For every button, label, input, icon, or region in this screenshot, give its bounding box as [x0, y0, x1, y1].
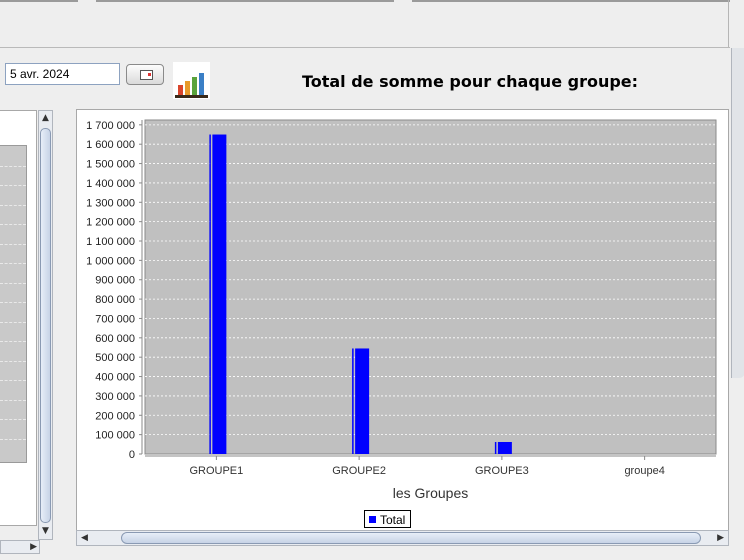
table-vertical-scrollbar[interactable]: ▲ ▼: [38, 110, 53, 540]
tab-edge-middle: [96, 0, 394, 2]
date-field[interactable]: 5 avr. 2024: [5, 63, 120, 85]
y-tick-label: 1 000 000: [86, 255, 135, 267]
y-tick-label: 900 000: [95, 275, 135, 287]
y-tick-label: 100 000: [95, 430, 135, 442]
outer-scrollbar[interactable]: [731, 48, 744, 378]
bar-edge: [494, 441, 497, 454]
table-horizontal-scrollbar[interactable]: ▶: [0, 540, 40, 554]
y-tick-label: 200 000: [95, 410, 135, 422]
y-tick-label: 0: [129, 449, 135, 461]
bar-edge: [209, 134, 211, 455]
plot-area: [144, 119, 717, 455]
table-row[interactable]: [0, 380, 26, 381]
scroll-left-arrow[interactable]: ◀: [81, 533, 88, 543]
table-row[interactable]: [0, 282, 26, 284]
y-tick-label: 400 000: [95, 372, 135, 384]
chart-scroll-thumb[interactable]: [121, 532, 701, 544]
separator: [0, 47, 730, 48]
y-tick-label: 300 000: [95, 391, 135, 403]
scroll-thumb[interactable]: [40, 128, 51, 523]
y-tick-label: 800 000: [95, 294, 135, 306]
x-tick-label: groupe4: [624, 465, 664, 477]
table-row[interactable]: [0, 419, 26, 420]
y-tick-label: 1 700 000: [86, 120, 135, 132]
show-chart-button[interactable]: [173, 62, 210, 99]
y-tick-label: 600 000: [95, 333, 135, 345]
y-tick-label: 700 000: [95, 313, 135, 325]
tab-edge-left: [0, 0, 78, 2]
table-row[interactable]: [0, 438, 26, 440]
table-row[interactable]: [0, 224, 26, 225]
chart-horizontal-scrollbar[interactable]: ◀ ▶: [76, 530, 729, 546]
table-row[interactable]: [0, 243, 26, 245]
x-tick-label: GROUPE1: [189, 465, 243, 477]
scroll-right-arrow[interactable]: ▶: [30, 542, 37, 552]
table-row[interactable]: [0, 302, 26, 303]
y-tick-label: 1 400 000: [86, 178, 135, 190]
table-row[interactable]: [0, 399, 26, 401]
table-row[interactable]: [0, 360, 26, 362]
legend-swatch: [369, 516, 376, 523]
y-tick-label: 1 500 000: [86, 159, 135, 171]
y-tick-label: 1 600 000: [86, 139, 135, 151]
table-row[interactable]: [0, 204, 26, 206]
bar-groupe1[interactable]: [212, 134, 227, 455]
table-row[interactable]: [0, 185, 26, 186]
y-tick-label: 1 200 000: [86, 217, 135, 229]
chart-title: Total de somme pour chaque groupe:: [301, 72, 639, 91]
scroll-right-arrow[interactable]: ▶: [717, 533, 724, 543]
x-tick-label: GROUPE2: [332, 465, 386, 477]
y-tick-label: 1 300 000: [86, 197, 135, 209]
table-row[interactable]: [0, 263, 26, 264]
legend-label: Total: [380, 513, 406, 527]
calendar-button[interactable]: [126, 64, 164, 85]
bar-groupe2[interactable]: [355, 348, 370, 454]
chart-legend: Total: [364, 510, 411, 528]
y-tick-label: 1 100 000: [86, 236, 135, 248]
tab-edge-right: [412, 0, 730, 2]
frame-line: [728, 0, 729, 48]
calendar-icon: [140, 70, 153, 80]
y-tick-label: 500 000: [95, 352, 135, 364]
table-row[interactable]: [0, 341, 26, 342]
table-row[interactable]: [0, 165, 26, 167]
x-axis-label: les Groupes: [393, 485, 468, 501]
bar-groupe3[interactable]: [497, 441, 512, 454]
data-table[interactable]: [0, 145, 27, 463]
bar-edge: [352, 348, 354, 454]
scroll-down-arrow[interactable]: ▼: [42, 526, 49, 536]
scroll-up-arrow[interactable]: ▲: [42, 113, 49, 123]
x-tick-label: GROUPE3: [475, 465, 529, 477]
table-row[interactable]: [0, 321, 26, 323]
